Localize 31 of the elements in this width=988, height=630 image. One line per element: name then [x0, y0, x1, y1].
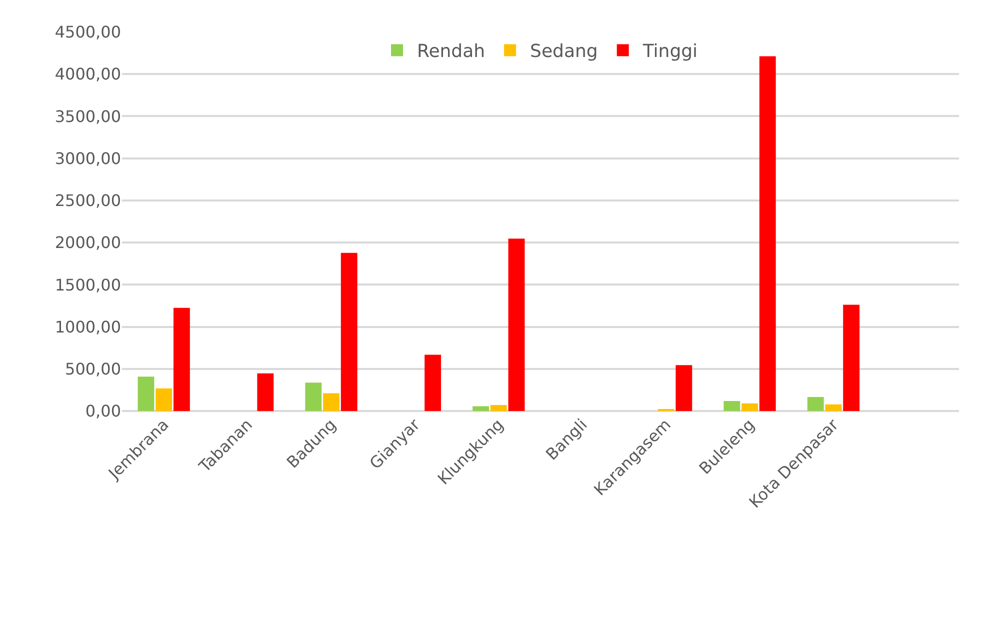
bar — [490, 405, 507, 411]
y-tick-label: 1000,00 — [54, 317, 121, 336]
bar — [138, 376, 154, 411]
bar — [843, 304, 860, 411]
y-tick-label: 3500,00 — [54, 106, 121, 126]
y-tick-label: 2500,00 — [54, 191, 121, 210]
bar — [508, 238, 525, 411]
y-tick-label: 1500,00 — [54, 275, 121, 294]
y-tick-label: 4000,00 — [54, 64, 121, 84]
bar — [825, 404, 842, 411]
legend-label: Sedang — [530, 41, 598, 62]
legend-label: Tinggi — [642, 41, 698, 62]
y-tick-label: 2000,00 — [54, 233, 121, 252]
y-tick-label: 3000,00 — [54, 148, 121, 168]
bar — [340, 252, 358, 411]
y-tick-label: 500,00 — [65, 359, 121, 378]
bar — [807, 397, 824, 411]
bar — [759, 56, 776, 411]
bar — [323, 393, 340, 411]
bar — [257, 373, 274, 411]
bar — [676, 365, 692, 411]
y-tick-label: 0,00 — [85, 402, 121, 421]
bar — [305, 382, 322, 411]
bar — [724, 400, 740, 411]
bar — [173, 308, 190, 411]
bar — [156, 388, 172, 411]
bar — [742, 403, 758, 411]
legend-label: Rendah — [417, 41, 486, 62]
bar — [472, 406, 490, 411]
y-tick-label: 4500,00 — [54, 22, 121, 42]
bar — [424, 354, 442, 411]
